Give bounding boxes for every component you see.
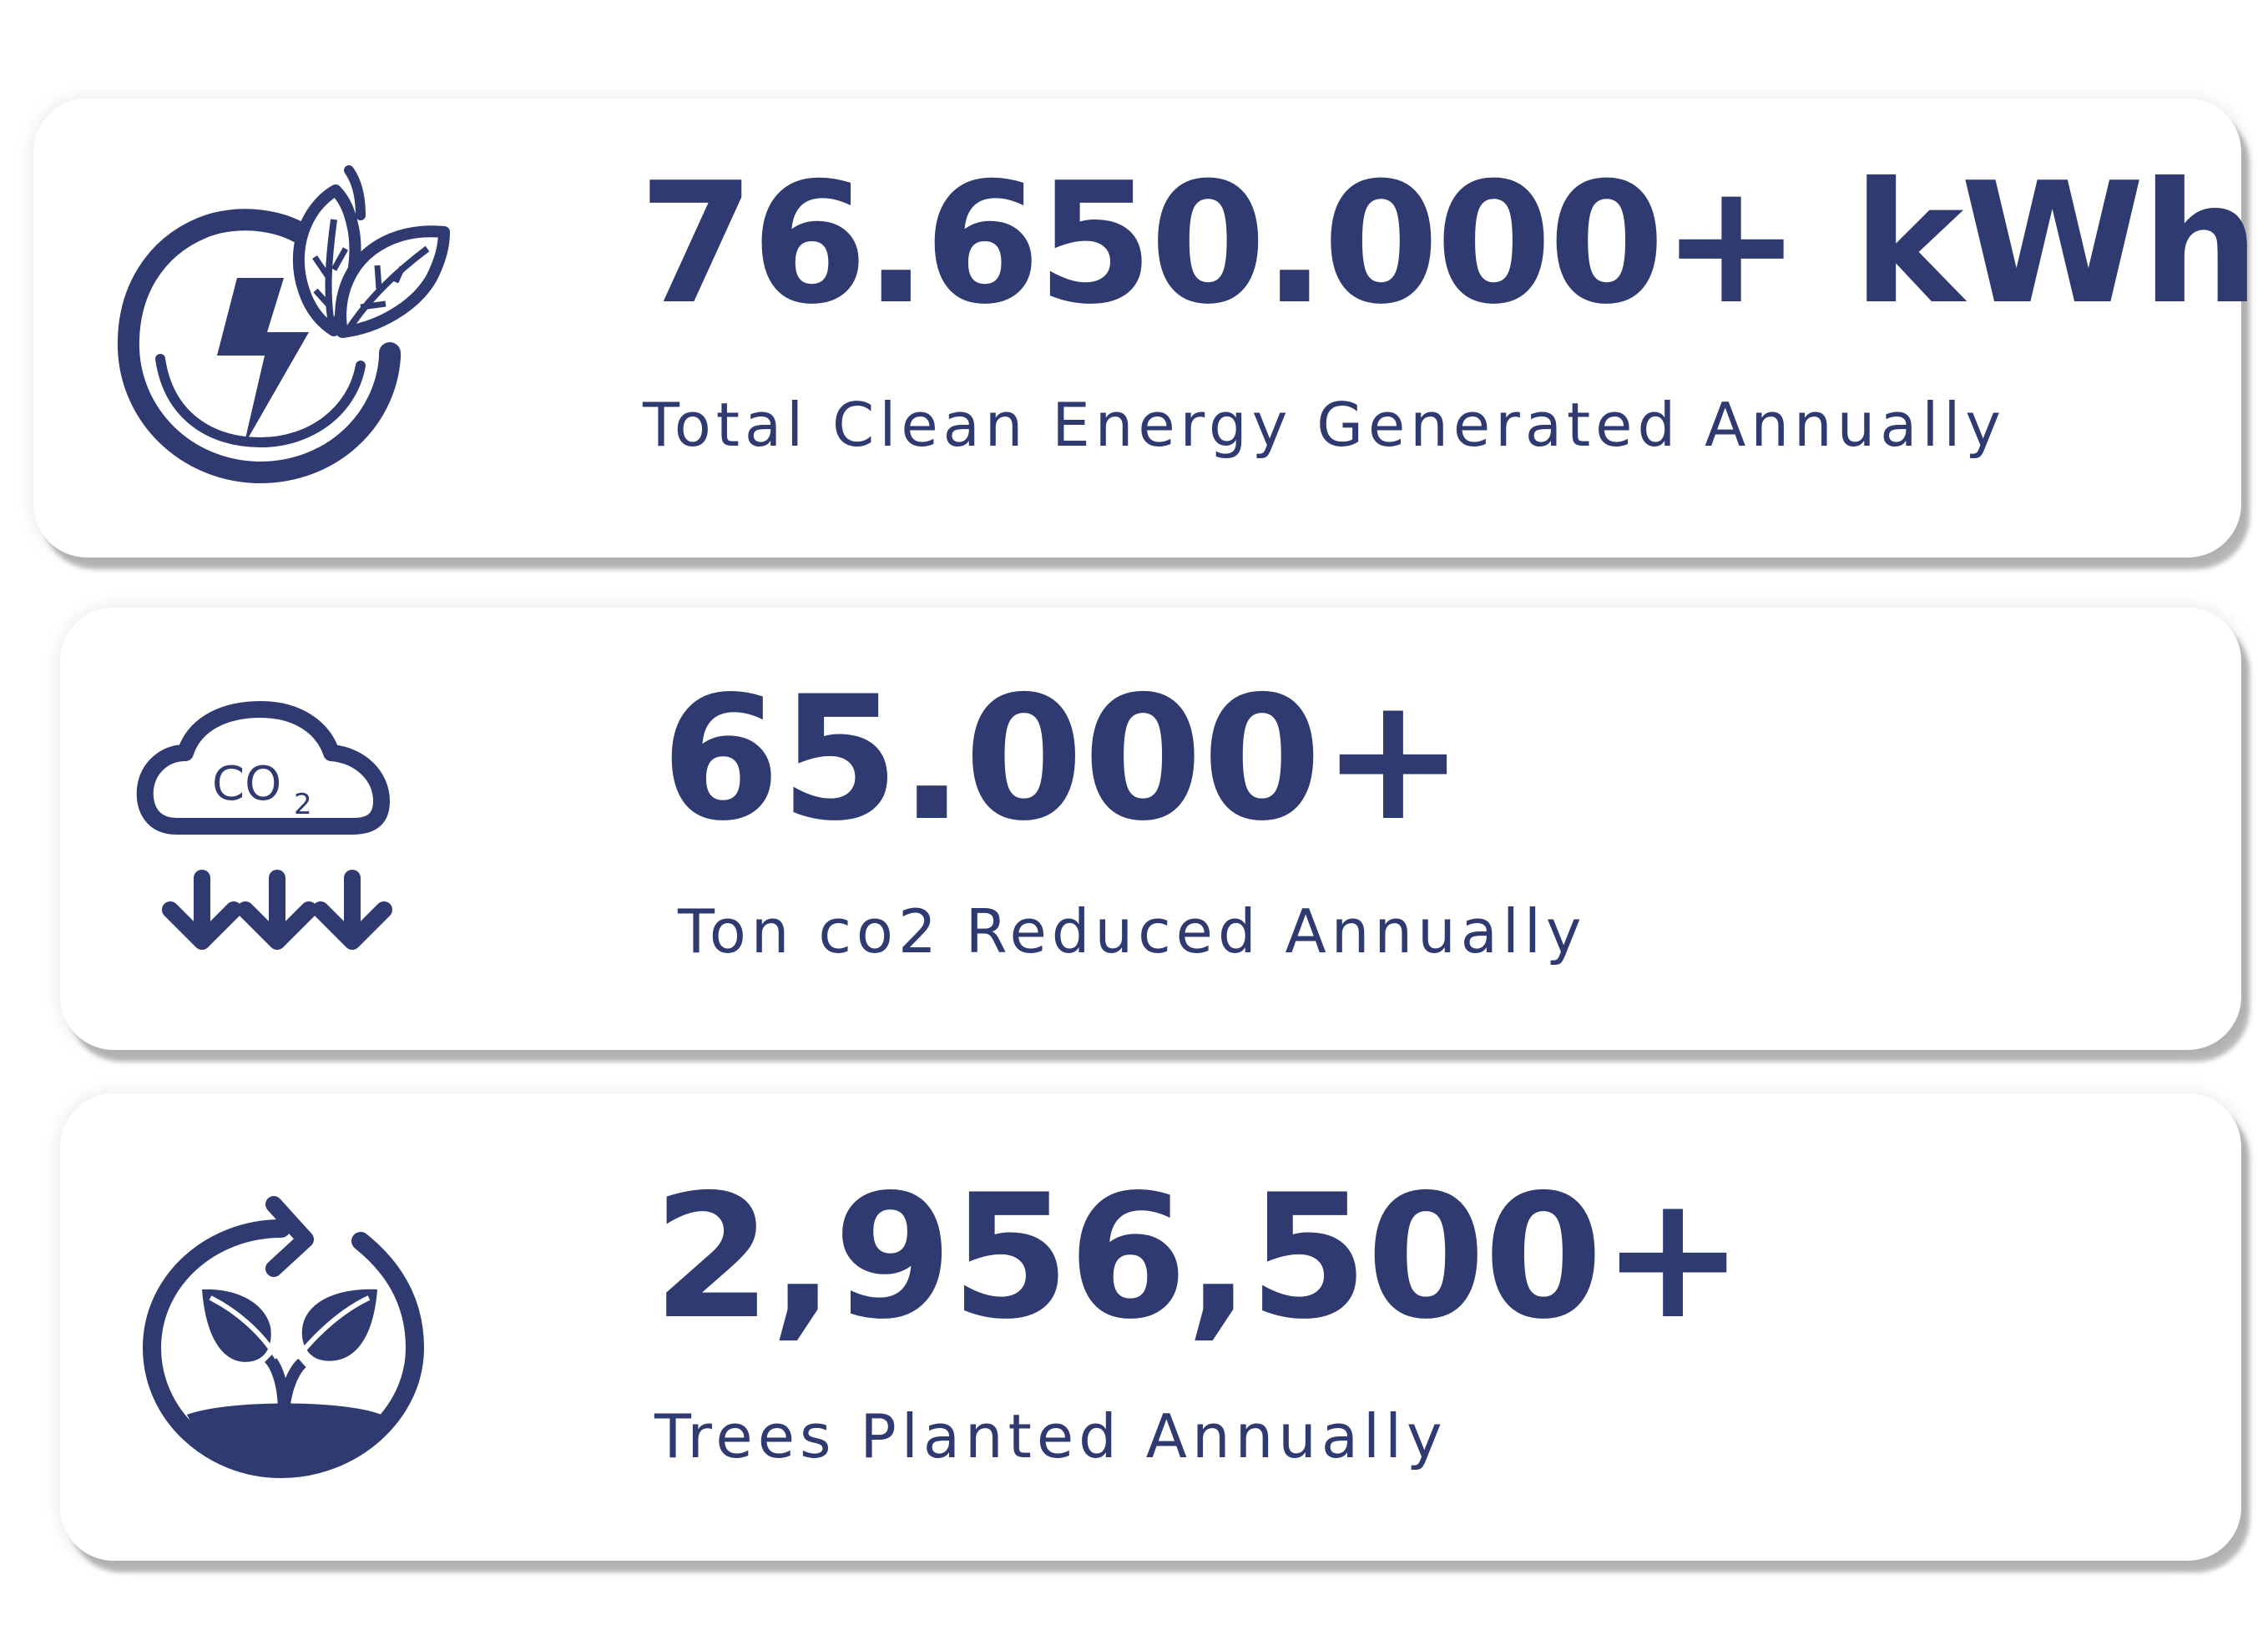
- trees-label: Trees Planted Annually: [654, 1401, 1447, 1471]
- energy-value: 76.650.000+ kWh: [639, 147, 2260, 341]
- co2-cloud-icon: CO 2: [119, 659, 436, 985]
- svg-text:2: 2: [294, 788, 312, 821]
- sprout-cycle-icon: [119, 1139, 452, 1490]
- co2-value: 65.000+: [661, 660, 1465, 859]
- lightning-leaf-icon: [110, 140, 469, 499]
- trees-value: 2,956,500+: [653, 1158, 1745, 1357]
- stat-card-co2: CO 2 65.000+ Ton co2 Reduced Annually: [60, 608, 2241, 1050]
- co2-icon-text: CO: [212, 757, 281, 811]
- stat-card-trees: 2,956,500+ Trees Planted Annually: [60, 1093, 2241, 1561]
- co2-label: Ton co2 Reduced Annually: [678, 896, 1587, 966]
- energy-label: Total Clean Energy Generated Annually: [643, 390, 2006, 460]
- stat-card-energy: 76.650.000+ kWh Total Clean Energy Gener…: [33, 98, 2260, 558]
